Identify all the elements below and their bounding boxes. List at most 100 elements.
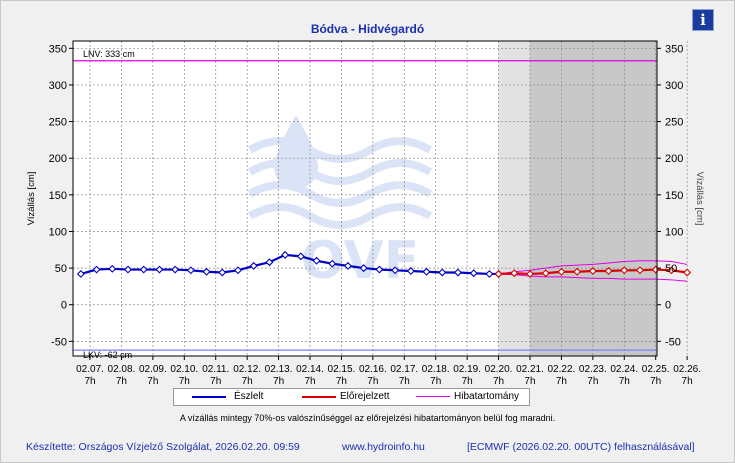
x-tick-label-date: 02.18. [422, 364, 450, 375]
observed-point [359, 264, 368, 273]
lkv-label: LKV: -62 cm [83, 350, 132, 360]
observed-point [328, 259, 337, 268]
x-tick-label-time: 7h [210, 376, 221, 387]
x-tick-label-time: 7h [619, 376, 630, 387]
x-tick-label-date: 02.26. [673, 364, 701, 375]
x-tick-label-date: 02.17. [390, 364, 418, 375]
x-tick-label-time: 7h [399, 376, 410, 387]
x-tick-label-time: 7h [430, 376, 441, 387]
y-tick-label-left: 300 [49, 80, 67, 92]
x-tick-label-time: 7h [116, 376, 127, 387]
ovf-watermark-logo: OVF [247, 115, 433, 291]
y-tick-label-right: 100 [665, 226, 683, 238]
x-tick-label-time: 7h [556, 376, 567, 387]
footer-website-link[interactable]: www.hydroinfo.hu [342, 441, 425, 453]
observed-point [124, 265, 132, 274]
observed-point [92, 265, 101, 274]
x-tick-label-time: 7h [242, 376, 253, 387]
x-tick-label-time: 7h [524, 376, 535, 387]
x-tick-label-time: 7h [650, 376, 661, 387]
y-tick-label-left: 200 [49, 153, 67, 165]
forecast-shade [529, 41, 657, 356]
x-tick-label-time: 7h [367, 376, 378, 387]
legend-error-band-label: Hibatartomány [454, 391, 520, 402]
x-tick-label-time: 7h [587, 376, 598, 387]
y-tick-label-right: 200 [665, 153, 683, 165]
observed-point [344, 261, 352, 270]
y-tick-label-right: 50 [665, 263, 677, 275]
y-tick-label-right: 0 [665, 300, 671, 312]
forecast-point [541, 269, 550, 278]
observed-point [438, 268, 447, 277]
observed-point [453, 268, 462, 277]
observed-point [139, 265, 148, 274]
x-tick-label-date: 02.07. [76, 364, 104, 375]
forecast-point [667, 266, 676, 275]
legend: Észlelt Előrejelzett Hibatartomány [173, 388, 530, 406]
x-tick-label-time: 7h [84, 376, 95, 387]
legend-observed-label: Észlelt [234, 391, 264, 402]
x-tick-label-date: 02.10. [170, 364, 198, 375]
y-axis-label-left: Vízállás [cm] [26, 172, 37, 226]
y-tick-label-right: 150 [665, 190, 683, 202]
x-tick-label-date: 02.13. [265, 364, 293, 375]
y-tick-label-left: 250 [49, 117, 67, 129]
plot-border [72, 40, 658, 357]
legend-observed-swatch [192, 396, 226, 398]
x-tick-label-date: 02.19. [453, 364, 481, 375]
x-tick-label-time: 7h [682, 376, 693, 387]
observed-point [422, 267, 431, 276]
y-axis-label-right: Vízállás [cm] [694, 172, 705, 226]
forecast-point [636, 266, 644, 275]
x-tick-label-date: 02.16. [359, 364, 387, 375]
forecast-point [510, 269, 519, 278]
forecast-first-day-shade [498, 41, 530, 356]
legend-error-band-swatch [416, 396, 450, 397]
legend-forecast-swatch [302, 396, 336, 398]
footer-model-source: [ECMWF (2026.02.20. 00UTC) felhasználásá… [467, 441, 695, 453]
x-tick-label-date: 02.14. [296, 364, 324, 375]
observed-point [391, 266, 400, 275]
info-icon[interactable]: i [692, 9, 714, 31]
x-tick-label-date: 02.21. [516, 364, 544, 375]
x-tick-label-time: 7h [304, 376, 315, 387]
x-tick-label-time: 7h [336, 376, 347, 387]
y-tick-label-right: -50 [665, 336, 681, 348]
y-tick-label-left: 0 [61, 300, 67, 312]
x-tick-label-date: 02.23. [579, 364, 607, 375]
x-tick-label-date: 02.20. [485, 364, 513, 375]
observed-point [76, 269, 85, 278]
observed-point [406, 267, 415, 276]
forecast-point [620, 266, 629, 275]
observed-point [186, 266, 195, 275]
x-tick-label-date: 02.11. [202, 364, 229, 375]
legend-forecast-label: Előrejelzett [340, 391, 390, 402]
forecast-point [588, 267, 597, 276]
observed-point [171, 265, 180, 274]
observed-point [202, 267, 211, 276]
x-tick-label-date: 02.25. [642, 364, 670, 375]
x-tick-label-time: 7h [179, 376, 190, 387]
y-tick-label-left: 350 [49, 43, 67, 55]
y-tick-label-left: 100 [49, 226, 67, 238]
forecast-point [573, 267, 582, 276]
observed-point [249, 261, 258, 270]
x-tick-label-date: 02.12. [233, 364, 261, 375]
forecast-point [683, 268, 692, 277]
y-tick-label-left: -50 [51, 336, 67, 348]
observed-point [296, 252, 305, 261]
chart-title: Bódva - Hidvégardó [310, 22, 425, 36]
x-tick-label-time: 7h [273, 376, 284, 387]
observed-point [312, 256, 321, 265]
observed-point [108, 264, 117, 273]
forecast-point [494, 269, 503, 278]
y-tick-label-left: 150 [49, 190, 67, 202]
forecast-point [557, 267, 566, 276]
y-tick-label-left: 50 [55, 263, 67, 275]
x-tick-label-date: 02.08. [108, 364, 136, 375]
forecast-point [604, 267, 613, 276]
y-tick-label-right: 250 [665, 117, 683, 129]
x-tick-label-time: 7h [493, 376, 504, 387]
probability-note: A vízállás mintegy 70%-os valószínűségge… [179, 413, 556, 423]
